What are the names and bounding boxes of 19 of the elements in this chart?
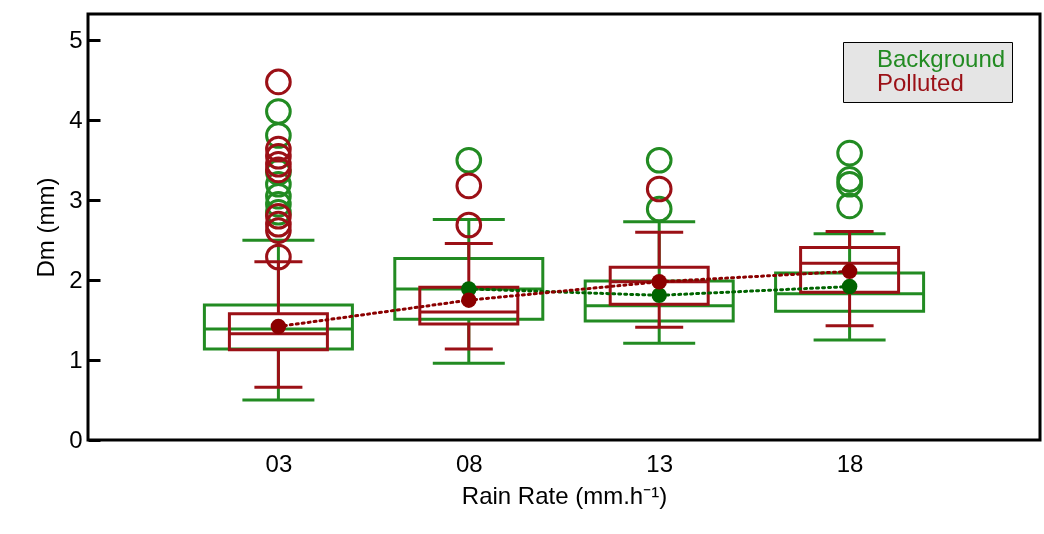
x-tick-label: 13 xyxy=(646,449,674,477)
y-tick-label: 4 xyxy=(69,105,83,133)
x-tick-label: 18 xyxy=(836,449,864,477)
point xyxy=(461,292,477,308)
point xyxy=(841,263,858,280)
x-tick-label: 08 xyxy=(455,449,483,477)
point xyxy=(651,274,667,290)
y-tick-label: 0 xyxy=(69,425,83,453)
y-tick-label: 5 xyxy=(69,25,83,53)
text: Background xyxy=(877,45,1006,72)
x-tick-label: 03 xyxy=(265,449,293,477)
x-axis-title: Rain Rate (mm.h⁻¹) xyxy=(461,481,668,509)
y-axis-title: Dm (mm) xyxy=(32,177,60,278)
point xyxy=(270,318,287,335)
point xyxy=(841,278,858,295)
point xyxy=(651,287,667,304)
y-tick-label: 1 xyxy=(69,345,83,373)
y-tick-label: 2 xyxy=(69,265,83,293)
y-tick-label: 3 xyxy=(69,185,83,213)
